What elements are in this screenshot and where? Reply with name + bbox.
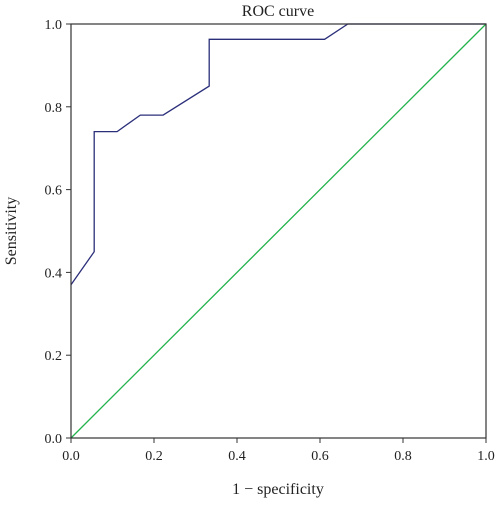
plot-frame	[70, 23, 487, 439]
x-tick-label: 0.6	[311, 449, 329, 464]
y-tick-label: 0.6	[45, 184, 63, 199]
roc-curve-line	[70, 23, 486, 286]
x-tick-label: 0.8	[394, 449, 412, 464]
reference-diagonal-line	[70, 23, 487, 439]
x-axis-ticks: 0.0 0.2 0.4 0.6 0.8 1.0	[62, 438, 495, 464]
y-tick-label: 0.2	[45, 349, 63, 364]
y-tick-label: 0.0	[45, 432, 63, 447]
y-axis-ticks: 0.0 0.2 0.4 0.6 0.8 1.0	[45, 18, 71, 447]
x-axis-label: 1 − specificity	[232, 481, 324, 498]
y-tick-label: 1.0	[45, 18, 63, 33]
x-tick-label: 0.2	[145, 449, 163, 464]
x-tick-label: 1.0	[477, 449, 495, 464]
series-layer	[70, 23, 487, 439]
chart-title: ROC curve	[242, 3, 314, 20]
x-tick-label: 0.0	[62, 449, 80, 464]
y-tick-label: 0.4	[45, 266, 63, 281]
y-axis-label: Sensitivity	[3, 197, 20, 265]
y-tick-label: 0.8	[45, 101, 63, 116]
x-tick-label: 0.4	[228, 449, 246, 464]
